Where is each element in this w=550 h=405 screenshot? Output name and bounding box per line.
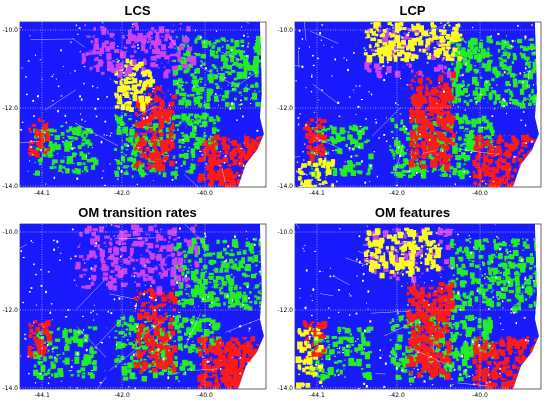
map-lcs: -44.1 -42.0 -40.0 -10.0 -12.0 -14.0 <box>2 21 267 197</box>
panel-lcp: LCP -44.1 -42.0 -40.0 -10.0 -12.0 -14.0 <box>275 0 550 202</box>
map-raster <box>295 22 539 187</box>
x-tick-label: -40.0 <box>197 392 213 399</box>
panel-title: LCP <box>399 3 426 18</box>
map-om-transition-rates: -44.1 -42.0 -40.0 -10.0 -12.0 -14.0 <box>2 223 267 399</box>
x-tick-label: -40.0 <box>472 190 488 197</box>
panel-title: OM features <box>374 205 451 220</box>
x-tick-label: -44.1 <box>309 392 325 399</box>
x-tick-label: -44.1 <box>34 392 50 399</box>
y-tick-label: -14.0 <box>277 183 293 190</box>
panel-om-features: OM features -44.1 -42.0 -40.0 -10.0 -12.0 -14… <box>275 202 550 404</box>
y-tick-label: -14.0 <box>2 183 18 190</box>
map-raster <box>20 224 264 389</box>
y-tick-label: -12.0 <box>277 105 293 112</box>
y-tick-label: -10.0 <box>2 27 18 34</box>
x-tick-label: -40.0 <box>472 392 488 399</box>
y-tick-label: -14.0 <box>2 385 18 392</box>
panel-title: LCS <box>124 3 151 18</box>
y-tick-label: -12.0 <box>2 307 18 314</box>
y-tick-label: -10.0 <box>2 229 18 236</box>
panel-lcs: LCS -44.1 -42.0 -40.0 -10.0 -12.0 -14.0 <box>0 0 275 202</box>
x-tick-label: -42.0 <box>389 392 405 399</box>
x-tick-label: -40.0 <box>197 190 213 197</box>
x-tick-label: -44.1 <box>309 190 325 197</box>
x-tick-label: -44.1 <box>34 190 50 197</box>
map-om-features: -44.1 -42.0 -40.0 -10.0 -12.0 -14.0 <box>277 223 542 399</box>
x-tick-label: -42.0 <box>114 392 130 399</box>
x-tick-label: -42.0 <box>114 190 130 197</box>
y-tick-label: -14.0 <box>277 385 293 392</box>
y-tick-label: -12.0 <box>2 105 18 112</box>
map-raster <box>295 224 539 389</box>
y-tick-label: -12.0 <box>277 307 293 314</box>
panel-om-transition-rates: OM transition rates -44.1 -42.0 -40.0 -10.0… <box>0 202 275 404</box>
y-tick-label: -10.0 <box>277 229 293 236</box>
panel-title: OM transition rates <box>78 205 197 220</box>
x-tick-label: -42.0 <box>389 190 405 197</box>
map-raster <box>20 22 264 187</box>
y-tick-label: -10.0 <box>277 27 293 34</box>
map-lcp: -44.1 -42.0 -40.0 -10.0 -12.0 -14.0 <box>277 21 542 197</box>
